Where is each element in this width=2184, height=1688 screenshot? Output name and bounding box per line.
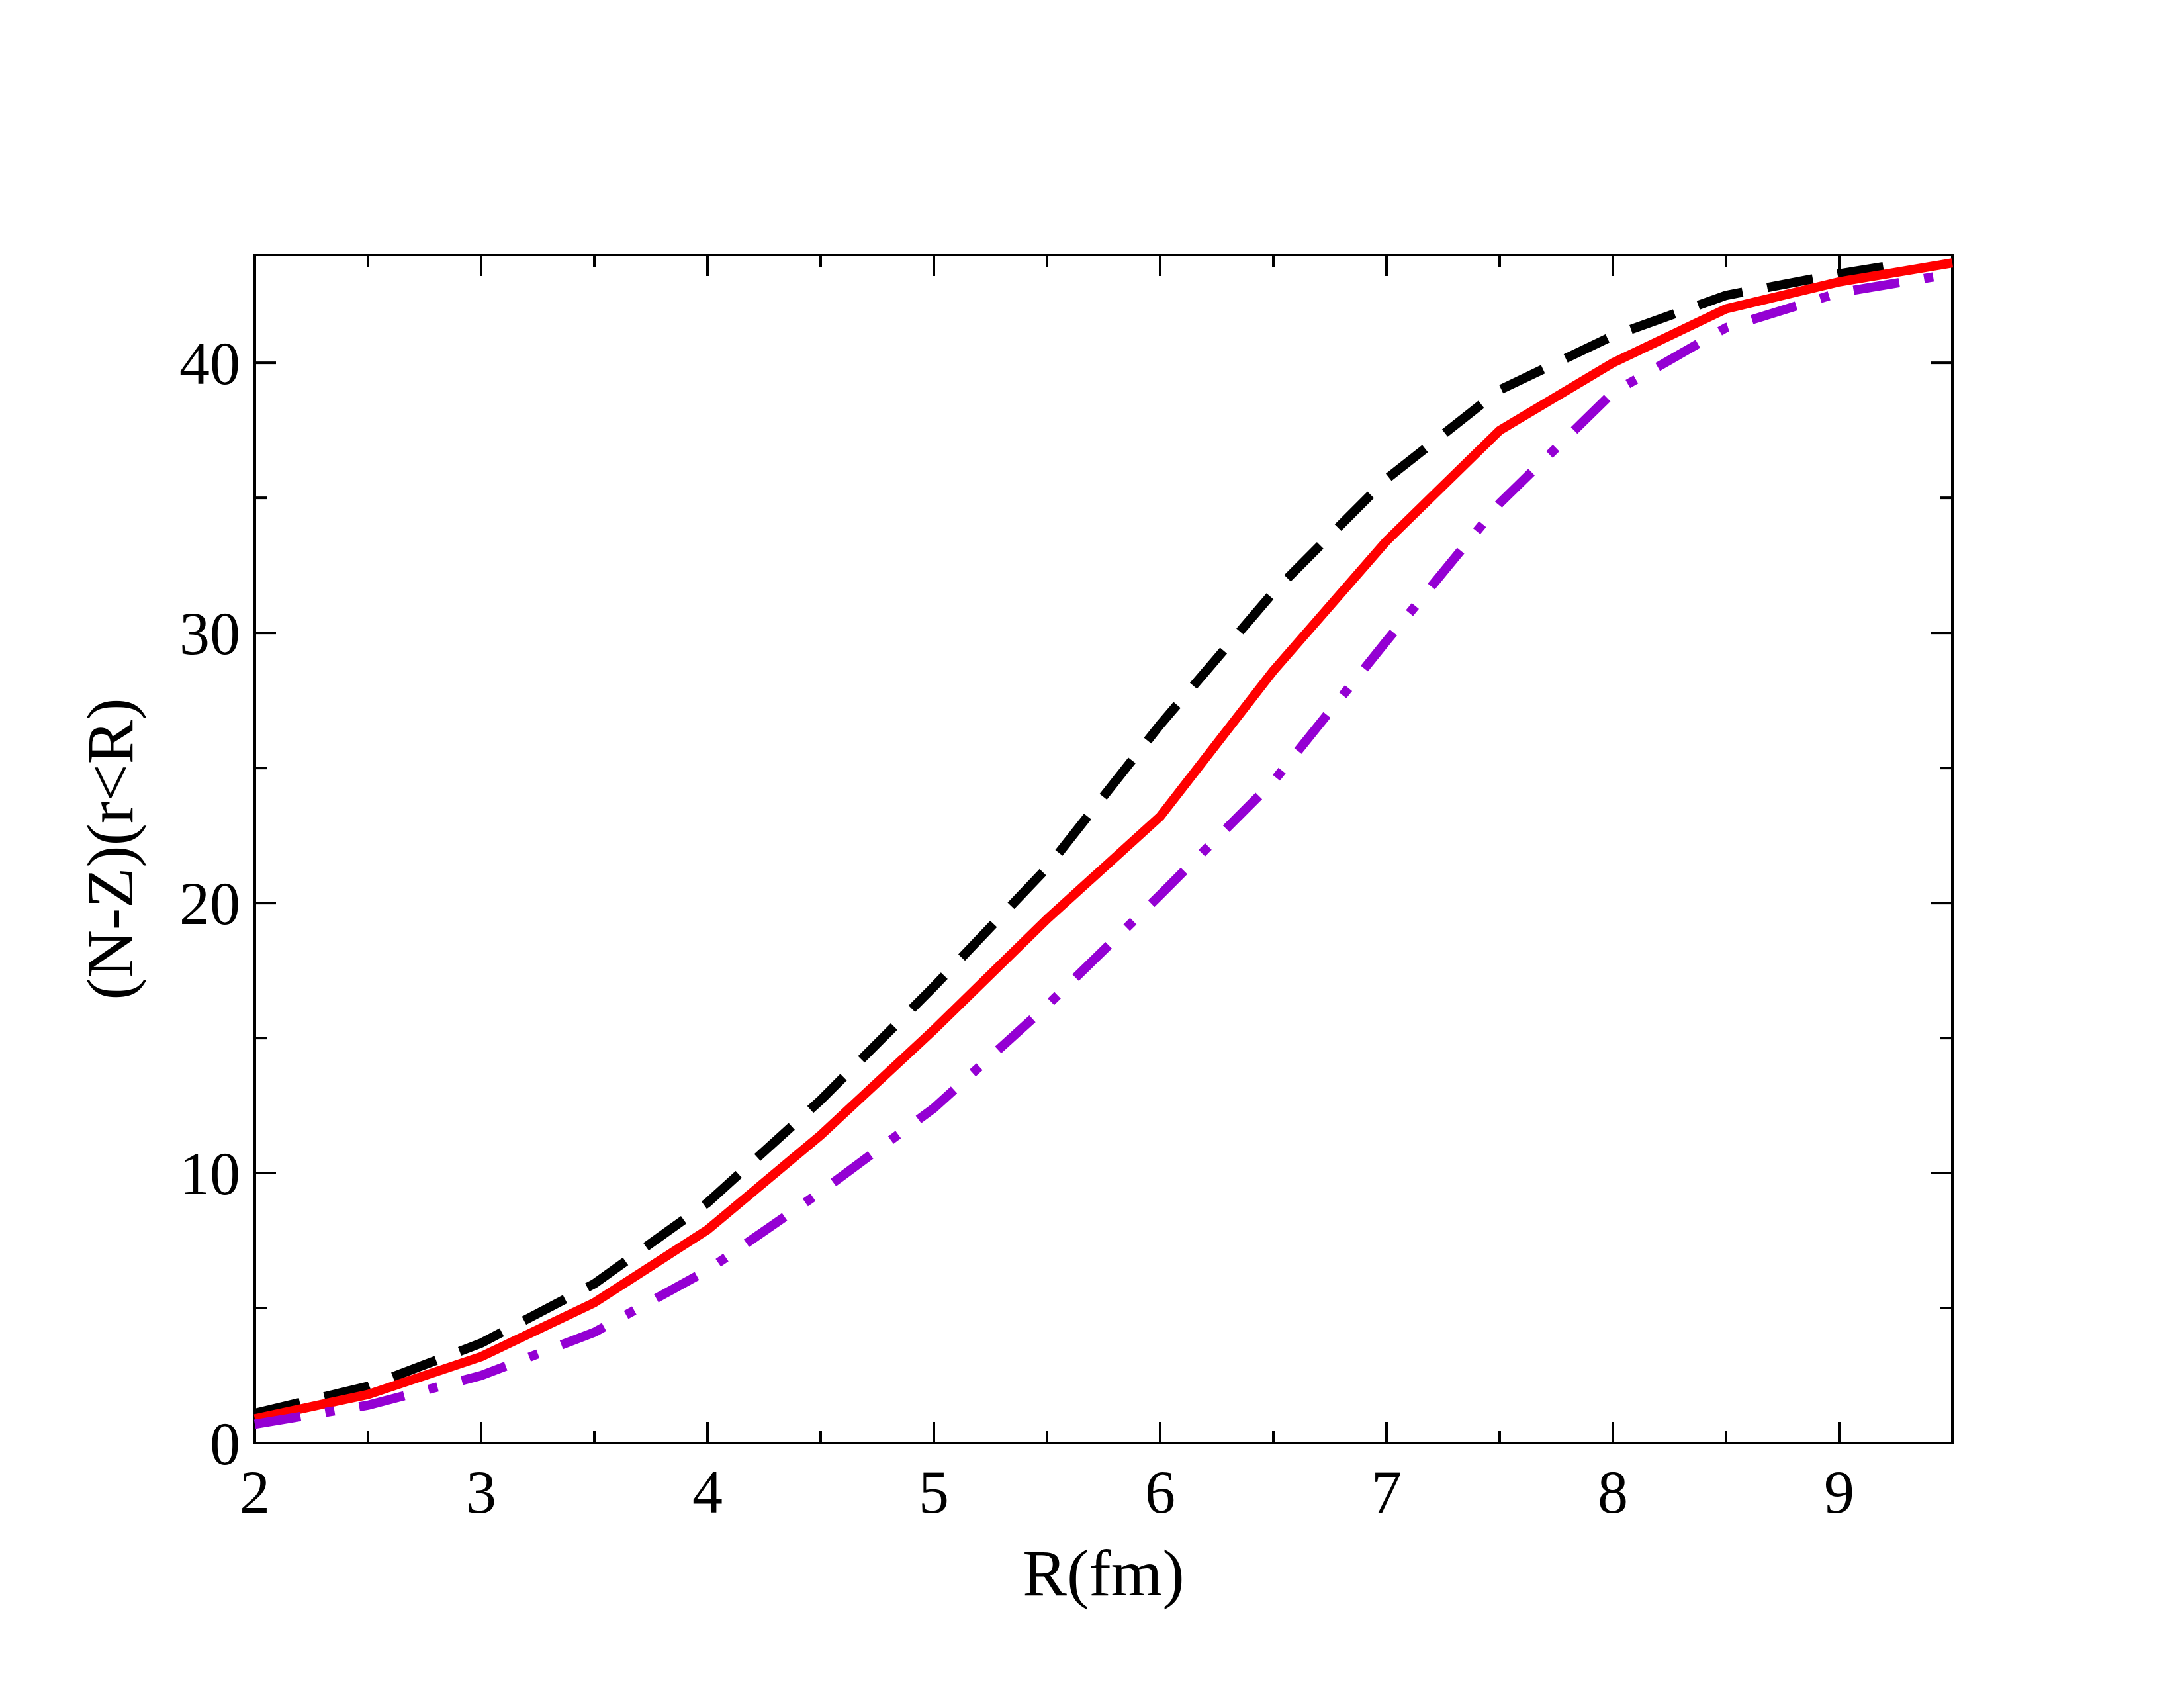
x-tick-label: 5	[919, 1458, 949, 1526]
x-tick-label: 6	[1145, 1458, 1175, 1526]
x-tick-label: 8	[1598, 1458, 1628, 1526]
plot-frame	[253, 254, 1954, 1444]
y-tick-label: 10	[179, 1140, 240, 1207]
series-line-1	[253, 258, 1908, 1418]
y-axis-title: (N-Z)(r<R)	[73, 698, 147, 1000]
y-tick-label: 30	[179, 600, 240, 667]
y-tick-label: 0	[210, 1410, 240, 1477]
x-tick-label: 3	[466, 1458, 496, 1526]
x-tick-label: 4	[692, 1458, 723, 1526]
x-axis-title: R(fm)	[1023, 1536, 1184, 1610]
x-tick-label: 9	[1824, 1458, 1854, 1526]
y-tick-label: 40	[179, 330, 240, 397]
y-tick-label: 20	[179, 870, 240, 937]
x-tick-label: 7	[1371, 1458, 1402, 1526]
x-tick-label: 2	[240, 1458, 270, 1526]
series-line-3	[253, 269, 1954, 1429]
series-line-2	[253, 258, 1954, 1424]
